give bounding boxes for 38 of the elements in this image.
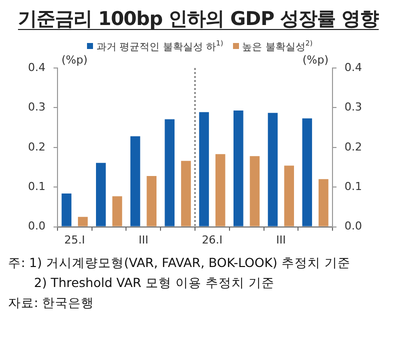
text: 자료: 한국은행	[8, 294, 96, 312]
bar	[302, 118, 312, 226]
y2-tick-label: 0.2	[344, 140, 362, 154]
text: 주: 1) 거시계량모형(VAR, FAVAR, BOK-LOOK) 추정치 기준	[8, 254, 350, 272]
bar	[318, 179, 328, 226]
bar	[62, 193, 72, 226]
chart-title: 기준금리 100bp 인하의 GDP 성장률 영향	[18, 7, 379, 32]
y2-tick-label: 0.4	[344, 60, 362, 74]
legend-label: 과거 평균적인 불확실성 하$^{1)}$	[96, 40, 224, 54]
y-tick-label: 0.2	[28, 140, 46, 154]
bar	[284, 166, 294, 226]
x-tick-label: III	[138, 233, 148, 246]
y-axis-title: (%p)	[61, 53, 88, 66]
y2-tick-label: 0.1	[344, 180, 362, 193]
y2-axis-title: (%p)	[302, 53, 329, 66]
bar	[250, 156, 260, 226]
y2-tick-label: 0.0	[344, 220, 362, 233]
bar	[181, 160, 191, 226]
legend-label: 높은 불확실성$^{2)}$	[242, 40, 313, 54]
bar	[78, 216, 88, 226]
y-tick-label: 0.4	[28, 60, 46, 74]
y-tick-label: 0.0	[28, 220, 46, 233]
y-tick-label: 0.1	[28, 180, 46, 193]
bar	[130, 136, 140, 226]
x-tick-label: 25.I	[64, 233, 86, 246]
x-tick-label: III	[276, 233, 286, 246]
y2-tick-label: 0.3	[344, 100, 362, 114]
bar	[234, 110, 244, 226]
y-tick-label: 0.3	[28, 100, 46, 114]
bar	[164, 119, 175, 226]
x-tick-label: 26.I	[202, 233, 223, 246]
bar	[146, 176, 156, 226]
bar	[96, 162, 106, 226]
bar	[268, 112, 278, 226]
text: 2) Threshold VAR 모형 이용 추정치 기준	[33, 274, 276, 292]
bar	[215, 154, 226, 226]
bar	[199, 112, 209, 226]
bar	[112, 196, 122, 226]
